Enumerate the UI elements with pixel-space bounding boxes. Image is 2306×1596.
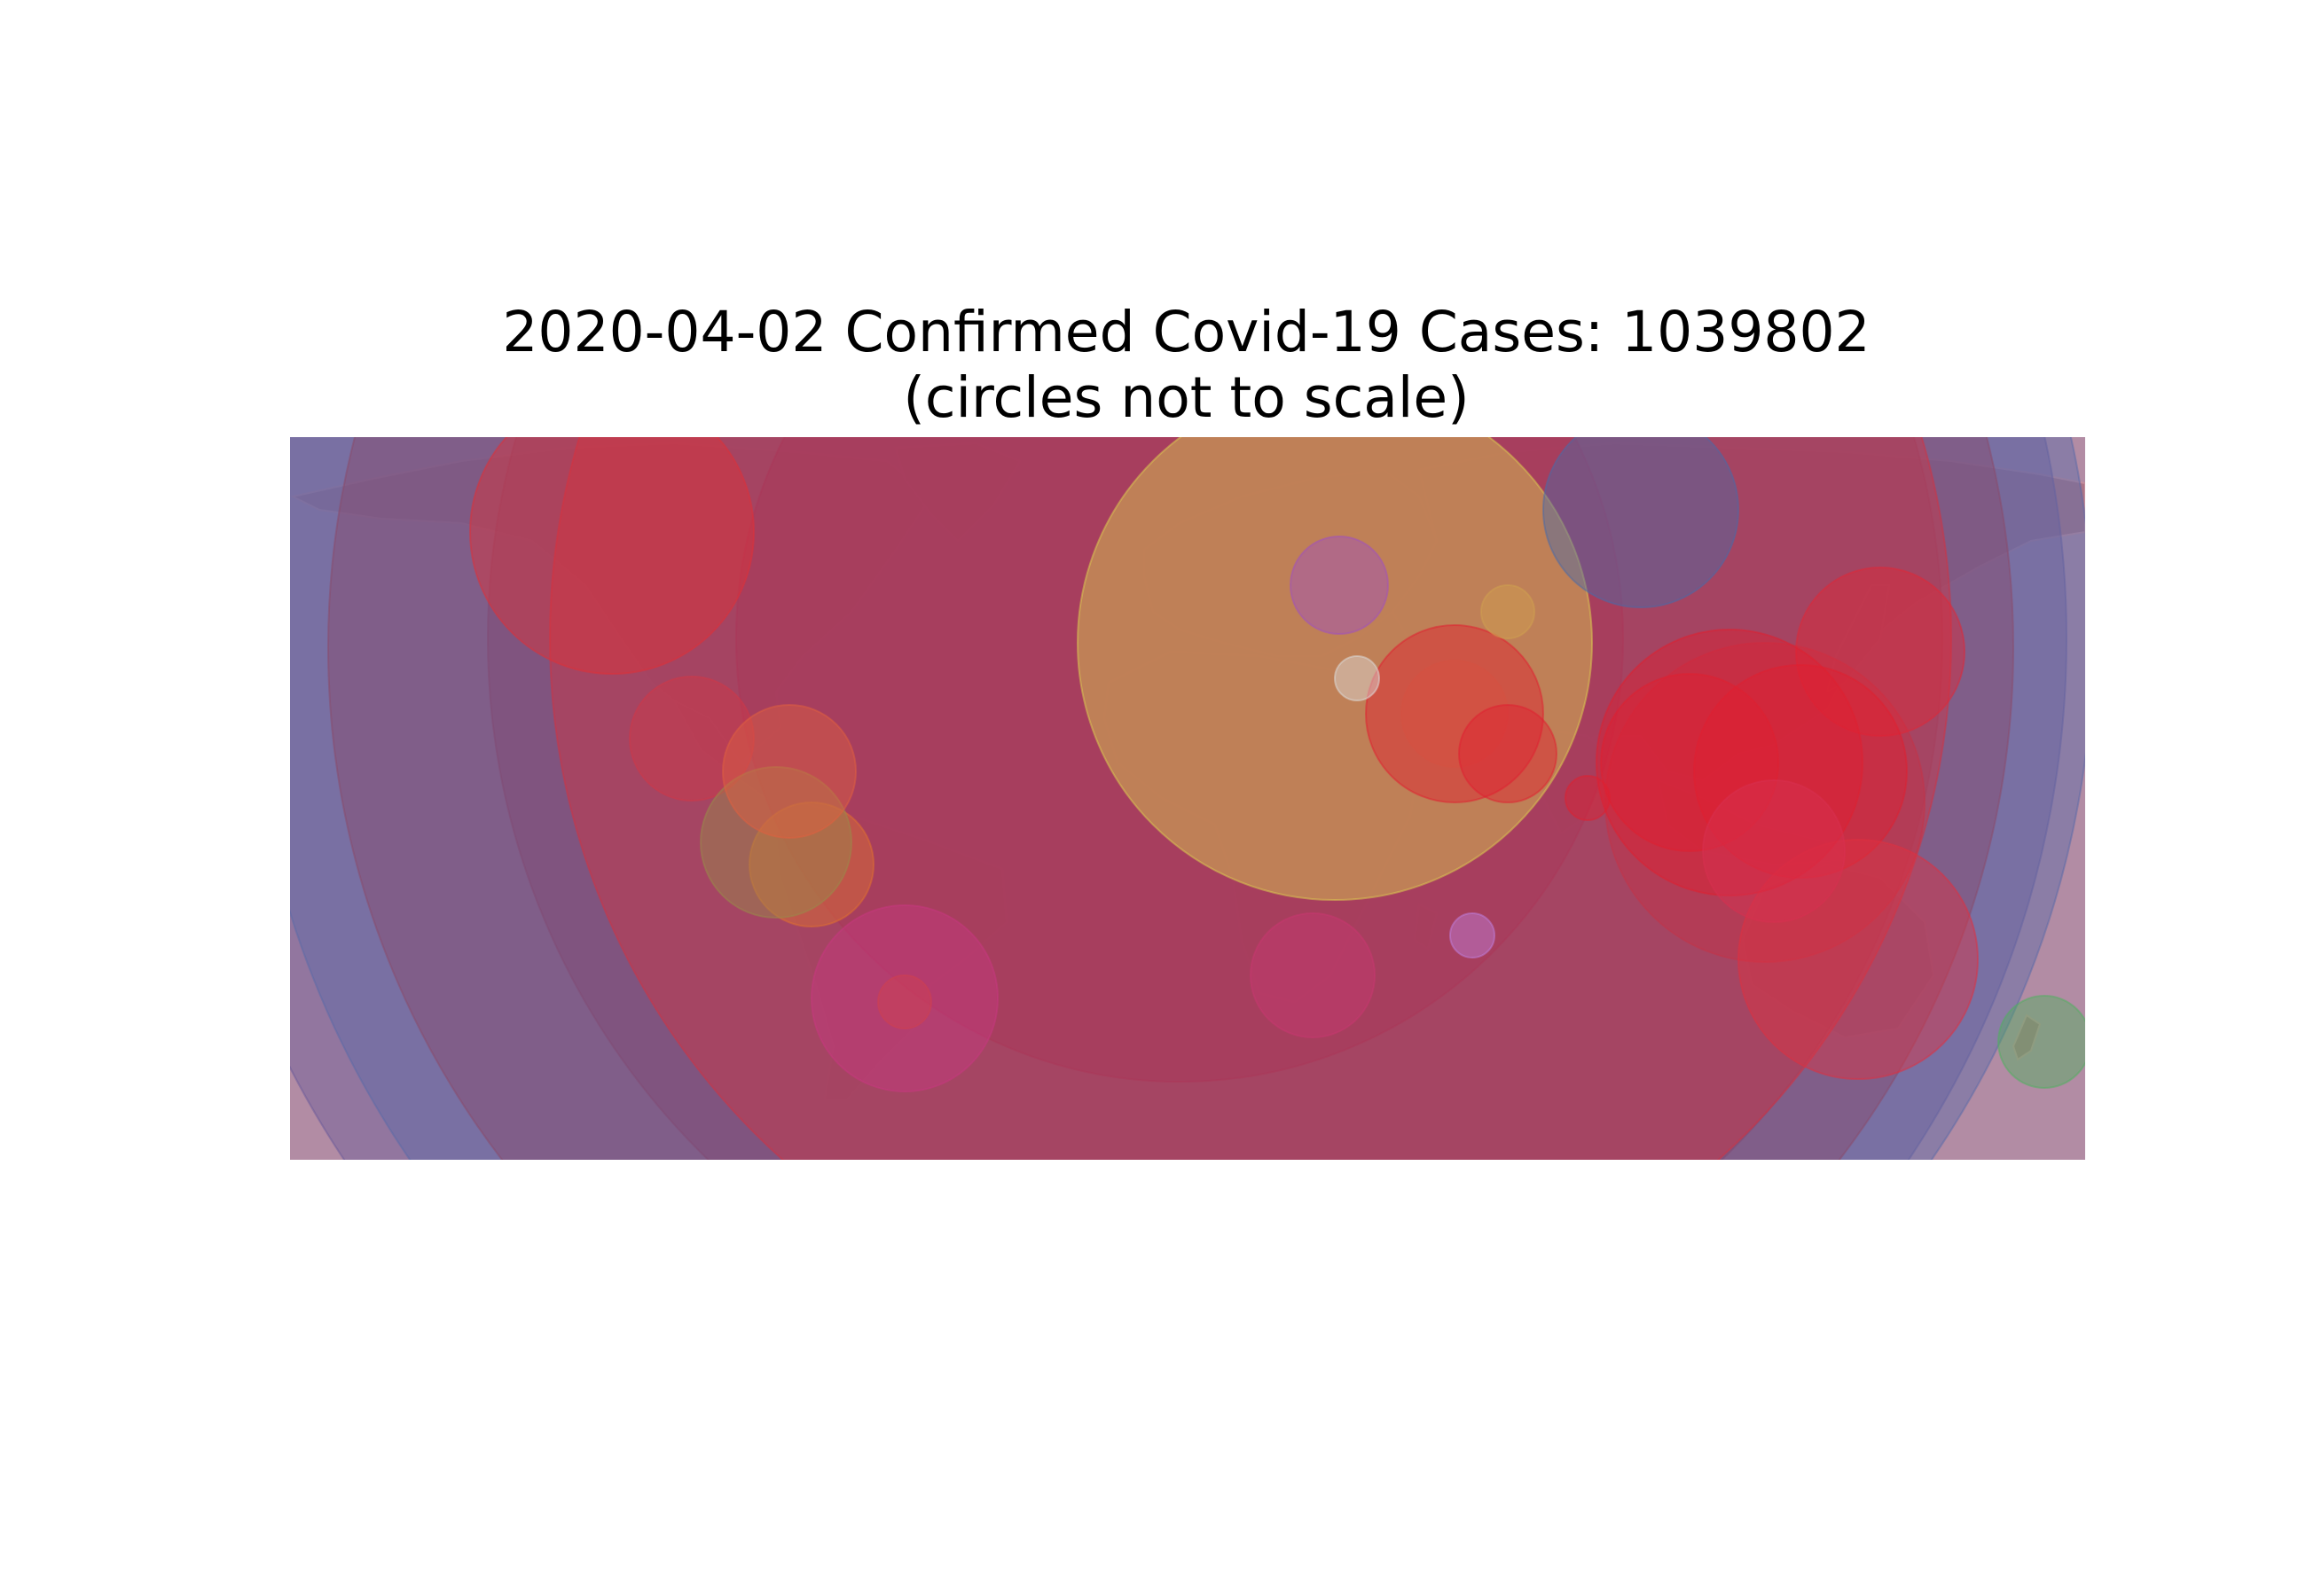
new-zealand-landmass xyxy=(2012,1013,2042,1061)
case-marker-united-states xyxy=(290,437,2085,1160)
case-marker-malaysia xyxy=(1600,673,1779,852)
case-marker-india xyxy=(1458,704,1557,803)
map-title: 2020-04-02 Confirmed Covid-19 Cases: 103… xyxy=(0,300,2306,431)
case-marker-philippines xyxy=(1596,629,1863,896)
case-marker-france xyxy=(327,437,2014,1160)
africa-landmass xyxy=(1102,650,1421,1004)
case-markers xyxy=(290,437,2085,1160)
madagascar-landmass xyxy=(1413,903,1439,951)
case-marker-kazakhstan xyxy=(1480,584,1535,639)
case-marker-australia xyxy=(1737,839,1979,1080)
case-marker-colombia xyxy=(722,704,857,839)
case-marker-russia xyxy=(1542,437,1739,608)
case-marker-spain xyxy=(290,437,2085,1160)
greenland-landmass xyxy=(894,442,1022,543)
case-marker-mauritius xyxy=(1449,912,1495,958)
case-marker-south-africa xyxy=(1250,912,1376,1038)
case-marker-saudi-arabia xyxy=(1365,624,1544,803)
north-america-landmass xyxy=(290,442,933,764)
case-marker-united-kingdom xyxy=(735,437,1624,1083)
south-america-landmass xyxy=(774,796,1008,1100)
case-marker-turkey xyxy=(1077,437,1593,901)
case-marker-iran xyxy=(1400,660,1509,768)
case-marker-south-korea xyxy=(1693,664,1908,879)
title-line-1: 2020-04-02 Confirmed Covid-19 Cases: 103… xyxy=(502,300,1871,364)
case-marker-china xyxy=(1604,642,1926,963)
case-marker-indonesia xyxy=(1702,779,1846,923)
case-marker-chile xyxy=(811,904,999,1092)
case-marker-ecuador xyxy=(700,766,852,919)
case-marker-brazil xyxy=(749,802,875,927)
case-marker-switzerland xyxy=(549,437,1952,1160)
case-marker-argentina xyxy=(877,974,932,1029)
japan-landmass xyxy=(1825,584,1891,693)
case-marker-israel xyxy=(1334,655,1380,701)
case-marker-sri-lanka xyxy=(1565,775,1611,821)
title-line-2: (circles not to scale) xyxy=(903,365,1470,430)
case-marker-japan xyxy=(1795,567,1965,737)
case-marker-canada xyxy=(469,437,755,675)
case-marker-new-zealand xyxy=(1997,995,2085,1089)
case-marker-germany xyxy=(487,437,1943,1160)
central-america-landmass xyxy=(671,698,782,804)
case-marker-ukraine xyxy=(1290,536,1389,635)
india-landmass xyxy=(1524,725,1616,835)
